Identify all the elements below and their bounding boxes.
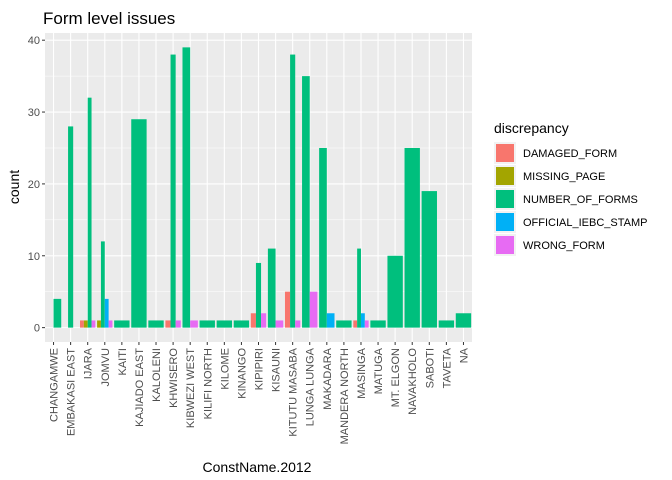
bar: [261, 313, 267, 328]
bar: [295, 320, 301, 328]
legend: discrepancy DAMAGED_FORM MISSING_PAGE NUMB…: [494, 120, 648, 256]
x-tick-label: JOMVU: [100, 348, 112, 387]
bar: [199, 320, 215, 328]
legend-label: NUMBER_OF_FORMS: [523, 194, 638, 206]
bar: [353, 320, 358, 328]
x-tick-label: NAVAKHOLO: [407, 348, 419, 415]
x-tick-label: KALOLENI: [151, 348, 163, 402]
legend-title: discrepancy: [494, 120, 569, 136]
x-axis-title: ConstName.2012: [203, 459, 312, 475]
bar: [216, 320, 233, 328]
bar: [275, 320, 284, 328]
legend-swatch: [496, 144, 514, 162]
bar: [309, 291, 318, 328]
legend-label: WRONG_FORM: [523, 240, 605, 252]
bar: [190, 320, 198, 328]
x-tick-label: EMBAKASI EAST: [66, 348, 78, 436]
x-tick-label: CHANGAMWE: [49, 348, 61, 422]
y-axis: 0 10 20 30 40: [28, 35, 45, 335]
bar: [170, 54, 176, 328]
bar: [364, 320, 369, 328]
x-tick-label: IJARA: [83, 347, 95, 379]
x-tick-label: MASINGA: [356, 347, 368, 398]
bar: [53, 298, 62, 328]
bar: [404, 147, 420, 328]
bar: [267, 248, 276, 328]
x-tick-label: TAVETA: [441, 347, 453, 388]
x-tick-label: SABOTI: [424, 348, 436, 388]
bar: [255, 262, 262, 328]
bar: [233, 320, 250, 328]
x-tick-label: MT. ELGON: [390, 348, 402, 407]
legend-label: DAMAGED_FORM: [523, 148, 617, 160]
legend-swatch: [496, 213, 514, 231]
x-tick-label: KIBWEZI WEST: [185, 348, 197, 428]
x-axis: CHANGAMWE EMBAKASI EAST IJARA JOMVU KAITI KAJ…: [49, 342, 470, 444]
y-tick-label: 20: [28, 179, 40, 191]
bar: [165, 320, 171, 328]
bar: [284, 291, 291, 328]
bar: [250, 313, 256, 328]
bar: [387, 255, 403, 328]
x-tick-label: MANDERA NORTH: [339, 348, 351, 444]
y-tick-label: 10: [28, 251, 40, 263]
bar: [80, 320, 84, 328]
bar: [87, 97, 92, 328]
x-tick-label: KAJIADO EAST: [134, 348, 146, 427]
x-tick-label: KIPIPIRI: [254, 348, 266, 390]
x-tick-label: NA: [458, 347, 470, 363]
bar: [148, 320, 164, 328]
bar: [326, 313, 335, 328]
x-tick-label: KISAUNI: [271, 348, 283, 392]
bar: [421, 191, 437, 328]
bar: [302, 76, 310, 328]
legend-label: OFFICIAL_IEBC_STAMP: [523, 217, 648, 229]
bar: [97, 320, 101, 328]
bar: [357, 248, 361, 328]
bar: [131, 119, 147, 328]
bar: [438, 320, 455, 328]
bar: [100, 241, 105, 328]
bar: [319, 147, 327, 328]
x-tick-label: KINANGO: [236, 348, 248, 399]
chart-title: Form level issues: [43, 9, 175, 28]
bar: [91, 320, 96, 328]
bars: [53, 47, 472, 328]
bar: [104, 298, 109, 328]
bar: [175, 320, 181, 328]
x-tick-label: KHWISERO: [168, 348, 180, 408]
x-tick-label: KILOME: [219, 348, 231, 390]
legend-label: MISSING_PAGE: [523, 171, 605, 183]
bar: [455, 313, 472, 328]
x-tick-label: KILIFI NORTH: [202, 348, 214, 419]
bar: [336, 320, 352, 328]
bar: [360, 313, 365, 328]
legend-swatch: [496, 190, 514, 208]
bar: [182, 47, 191, 328]
legend-swatch: [496, 167, 514, 185]
bar: [290, 54, 296, 328]
legend-swatch: [496, 236, 514, 254]
x-tick-label: KITUTU MASABA: [288, 347, 300, 436]
x-tick-label: MAKADARA: [322, 347, 334, 409]
x-tick-label: LUNGA LUNGA: [305, 347, 317, 426]
bar: [114, 320, 130, 328]
y-axis-title: count: [6, 170, 22, 204]
y-tick-label: 0: [34, 323, 40, 335]
bar: [370, 320, 386, 328]
bar: [108, 320, 113, 328]
bar: [83, 320, 88, 328]
bar: [68, 126, 74, 328]
y-tick-label: 40: [28, 35, 40, 47]
x-tick-label: KAITI: [117, 348, 129, 376]
y-tick-label: 30: [28, 107, 40, 119]
x-tick-label: MATUGA: [373, 347, 385, 394]
